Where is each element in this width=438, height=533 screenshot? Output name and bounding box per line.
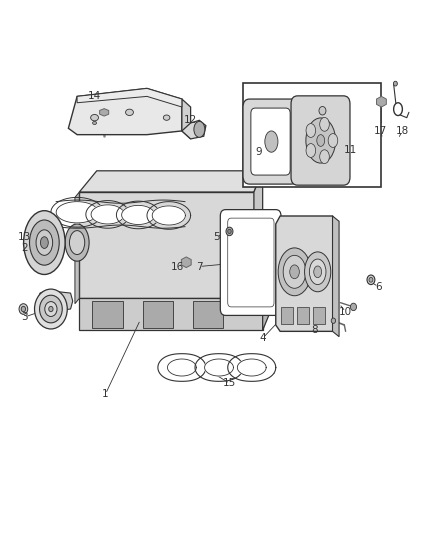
Polygon shape [167, 359, 196, 376]
Polygon shape [181, 257, 191, 268]
Polygon shape [38, 290, 73, 312]
Ellipse shape [49, 306, 53, 312]
Ellipse shape [226, 227, 233, 236]
Ellipse shape [283, 255, 306, 288]
FancyBboxPatch shape [251, 108, 290, 175]
Polygon shape [91, 205, 124, 224]
Text: 7: 7 [196, 262, 203, 271]
Text: 13: 13 [18, 232, 32, 243]
Polygon shape [237, 359, 266, 376]
Ellipse shape [278, 248, 311, 296]
Text: 2: 2 [21, 243, 28, 253]
Polygon shape [99, 109, 109, 116]
Text: 4: 4 [259, 333, 266, 343]
Ellipse shape [393, 81, 397, 86]
Text: 3: 3 [21, 312, 28, 322]
Ellipse shape [35, 289, 67, 329]
Bar [281, 307, 293, 324]
Ellipse shape [319, 107, 326, 115]
Polygon shape [332, 216, 339, 337]
Bar [313, 307, 325, 324]
Ellipse shape [92, 122, 96, 125]
Text: 12: 12 [184, 115, 197, 125]
Text: 17: 17 [374, 126, 387, 136]
Ellipse shape [306, 124, 316, 138]
Polygon shape [377, 96, 386, 107]
Polygon shape [122, 205, 155, 224]
Ellipse shape [320, 117, 329, 131]
Text: 15: 15 [223, 378, 237, 389]
Ellipse shape [70, 231, 85, 255]
Polygon shape [182, 99, 191, 139]
Text: 9: 9 [255, 147, 261, 157]
Ellipse shape [369, 277, 373, 282]
Ellipse shape [328, 134, 338, 148]
Text: 1: 1 [102, 389, 109, 399]
Ellipse shape [36, 230, 53, 255]
Ellipse shape [314, 266, 321, 278]
Polygon shape [79, 171, 263, 192]
Ellipse shape [320, 150, 329, 164]
FancyBboxPatch shape [228, 218, 274, 307]
Bar [92, 301, 123, 328]
Ellipse shape [39, 295, 62, 323]
Bar [193, 301, 223, 328]
Ellipse shape [367, 275, 375, 285]
Ellipse shape [45, 302, 57, 317]
Polygon shape [276, 216, 337, 332]
Polygon shape [263, 277, 272, 330]
FancyBboxPatch shape [291, 96, 350, 185]
Ellipse shape [19, 304, 28, 314]
Bar [297, 307, 309, 324]
Polygon shape [75, 192, 79, 304]
Ellipse shape [265, 131, 278, 152]
Ellipse shape [126, 109, 134, 116]
Polygon shape [205, 359, 233, 376]
Ellipse shape [91, 115, 99, 121]
Ellipse shape [40, 237, 48, 248]
Text: 5: 5 [213, 232, 220, 243]
Ellipse shape [194, 122, 205, 138]
Ellipse shape [21, 306, 25, 312]
Text: 10: 10 [339, 306, 352, 317]
Ellipse shape [65, 224, 89, 261]
Ellipse shape [24, 211, 65, 274]
Polygon shape [254, 171, 263, 298]
Polygon shape [195, 354, 243, 381]
Ellipse shape [306, 118, 336, 163]
Ellipse shape [317, 135, 325, 147]
Ellipse shape [228, 229, 231, 233]
Ellipse shape [309, 259, 326, 285]
Polygon shape [79, 192, 254, 298]
Polygon shape [182, 120, 206, 139]
Polygon shape [68, 88, 182, 135]
Text: 8: 8 [312, 325, 318, 335]
FancyBboxPatch shape [243, 99, 297, 184]
Polygon shape [158, 354, 206, 381]
Ellipse shape [331, 318, 336, 324]
Text: 6: 6 [375, 282, 381, 292]
Ellipse shape [163, 115, 170, 120]
Text: 16: 16 [171, 262, 184, 271]
Text: 11: 11 [343, 144, 357, 155]
Ellipse shape [350, 303, 357, 311]
Ellipse shape [306, 143, 316, 157]
Bar [143, 301, 173, 328]
Ellipse shape [290, 265, 299, 279]
Polygon shape [79, 298, 263, 330]
Polygon shape [77, 88, 182, 107]
Text: 18: 18 [396, 126, 409, 136]
Polygon shape [243, 83, 381, 187]
Ellipse shape [304, 252, 331, 292]
Text: 14: 14 [88, 91, 101, 101]
Polygon shape [56, 201, 98, 223]
Ellipse shape [29, 220, 59, 265]
FancyBboxPatch shape [220, 209, 281, 316]
Polygon shape [152, 206, 185, 225]
Polygon shape [228, 354, 276, 381]
